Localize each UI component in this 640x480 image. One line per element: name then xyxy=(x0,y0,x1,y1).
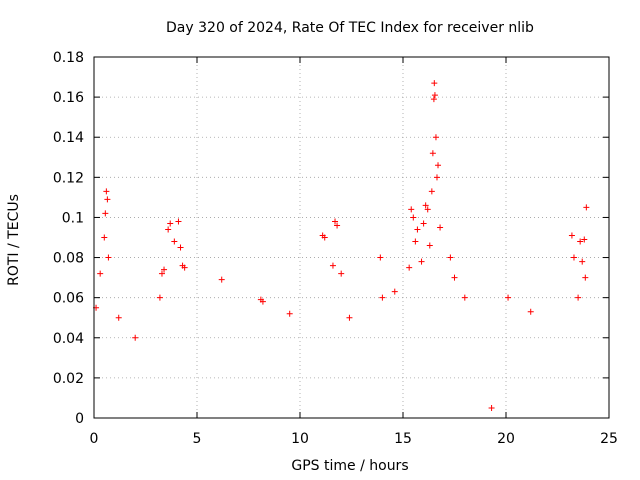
y-tick-label: 0.04 xyxy=(53,331,84,347)
data-point xyxy=(422,202,429,209)
data-point xyxy=(346,314,353,321)
x-tick-label: 10 xyxy=(291,431,309,447)
data-point xyxy=(181,264,188,271)
x-tick-label: 25 xyxy=(600,431,618,447)
data-point xyxy=(420,220,427,227)
data-point xyxy=(527,308,534,315)
x-axis-ticks: 0 5 10 15 20 25 xyxy=(90,57,618,447)
data-point xyxy=(379,294,386,301)
data-point xyxy=(408,206,415,213)
y-tick-label: 0 xyxy=(75,411,84,427)
data-point xyxy=(412,238,419,245)
data-point xyxy=(218,276,225,283)
x-tick-label: 20 xyxy=(497,431,515,447)
data-point xyxy=(102,210,109,217)
data-point xyxy=(338,270,345,277)
plot-frame xyxy=(93,56,610,419)
data-point xyxy=(418,258,425,265)
data-point xyxy=(334,222,341,229)
data-point xyxy=(97,270,104,277)
data-point xyxy=(568,232,575,239)
data-point xyxy=(177,244,184,251)
x-tick-label: 0 xyxy=(90,431,99,447)
data-point xyxy=(161,266,168,273)
data-point xyxy=(447,254,454,261)
data-point xyxy=(577,238,584,245)
data-point xyxy=(329,262,336,269)
data-point xyxy=(321,234,328,241)
data-point xyxy=(505,294,512,301)
grid-lines xyxy=(94,57,609,418)
data-point xyxy=(171,238,178,245)
data-point xyxy=(451,274,458,281)
y-axis-ticks: 0 0.02 0.04 0.06 0.08 0.1 0.12 0.14 0.16 0.18 xyxy=(53,50,609,427)
data-point xyxy=(414,226,421,233)
data-point xyxy=(575,294,582,301)
data-point xyxy=(391,288,398,295)
y-tick-label: 0.08 xyxy=(53,251,84,267)
data-point xyxy=(156,294,163,301)
data-point xyxy=(429,150,436,157)
data-point xyxy=(332,218,339,225)
data-point xyxy=(424,206,431,213)
data-point xyxy=(101,234,108,241)
data-point xyxy=(428,188,435,195)
data-point xyxy=(103,188,110,195)
data-point xyxy=(259,298,266,305)
y-tick-label: 0.16 xyxy=(53,90,84,106)
data-point xyxy=(175,218,182,225)
y-tick-label: 0.14 xyxy=(53,130,84,146)
data-point xyxy=(461,294,468,301)
data-point xyxy=(435,162,442,169)
data-point xyxy=(165,226,172,233)
data-points xyxy=(93,80,590,411)
data-point xyxy=(115,314,122,321)
data-point xyxy=(286,310,293,317)
data-point xyxy=(583,204,590,211)
data-point xyxy=(410,214,417,221)
y-tick-label: 0.12 xyxy=(53,170,84,186)
data-point xyxy=(488,404,495,411)
data-point xyxy=(581,236,588,243)
data-point xyxy=(431,92,438,99)
x-axis-label: GPS time / hours xyxy=(291,458,408,474)
y-tick-label: 0.06 xyxy=(53,291,84,307)
data-point xyxy=(437,224,444,231)
y-tick-label: 0.1 xyxy=(62,210,84,226)
chart-title: Day 320 of 2024, Rate Of TEC Index for r… xyxy=(166,20,534,36)
data-point xyxy=(426,242,433,249)
y-tick-label: 0.02 xyxy=(53,371,84,387)
data-point xyxy=(579,258,586,265)
data-point xyxy=(105,254,112,261)
x-tick-label: 15 xyxy=(394,431,412,447)
data-point xyxy=(167,220,174,227)
data-point xyxy=(430,96,437,103)
data-point xyxy=(431,80,438,87)
y-tick-label: 0.18 xyxy=(53,50,84,66)
data-point xyxy=(104,196,111,203)
data-point xyxy=(406,264,413,271)
data-point xyxy=(570,254,577,261)
data-point xyxy=(158,270,165,277)
data-point xyxy=(433,174,440,181)
data-point xyxy=(432,134,439,141)
data-point xyxy=(377,254,384,261)
y-axis-label: ROTI / TECUs xyxy=(6,194,22,286)
x-tick-label: 5 xyxy=(193,431,202,447)
data-point xyxy=(132,334,139,341)
data-point xyxy=(582,274,589,281)
